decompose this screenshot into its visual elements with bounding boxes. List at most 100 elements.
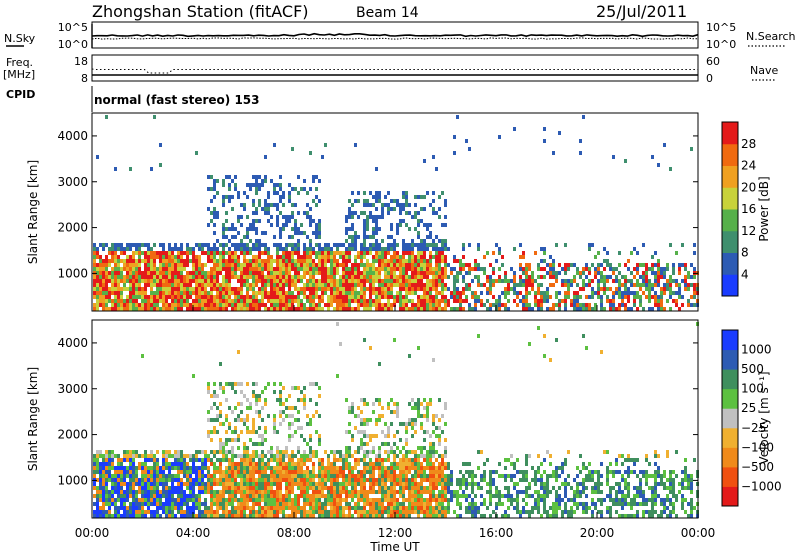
heatmap-cell xyxy=(315,474,318,478)
heatmap-cell xyxy=(138,478,141,482)
heatmap-cell xyxy=(378,506,381,510)
heatmap-cell xyxy=(216,482,219,486)
heatmap-cell xyxy=(150,494,153,498)
heatmap-cell xyxy=(177,287,180,291)
heatmap-cell xyxy=(309,243,312,247)
heatmap-cell xyxy=(534,303,537,307)
heatmap-cell xyxy=(303,498,306,502)
heatmap-cell xyxy=(99,482,102,486)
heatmap-cell xyxy=(456,115,459,119)
heatmap-cell xyxy=(282,251,285,255)
heatmap-cell xyxy=(432,358,435,362)
heatmap-cell xyxy=(96,303,99,307)
heatmap-cell xyxy=(237,259,240,263)
heatmap-cell xyxy=(255,454,258,458)
heatmap-cell xyxy=(396,478,399,482)
heatmap-cell xyxy=(384,490,387,494)
heatmap-cell xyxy=(327,454,330,458)
heatmap-cell xyxy=(102,295,105,299)
heatmap-cell xyxy=(225,466,228,470)
heatmap-cell xyxy=(228,287,231,291)
heatmap-cell xyxy=(123,275,126,279)
heatmap-cell xyxy=(552,303,555,307)
heatmap-cell xyxy=(642,283,645,287)
heatmap-cell xyxy=(216,430,219,434)
heatmap-cell xyxy=(339,283,342,287)
heatmap-cell xyxy=(96,267,99,271)
heatmap-cell xyxy=(312,295,315,299)
heatmap-cell xyxy=(327,271,330,275)
heatmap-cell xyxy=(360,283,363,287)
heatmap-cell xyxy=(267,482,270,486)
heatmap-cell xyxy=(114,502,117,506)
heatmap-cell xyxy=(342,271,345,275)
heatmap-cell xyxy=(96,494,99,498)
heatmap-cell xyxy=(573,303,576,307)
heatmap-cell xyxy=(624,159,627,163)
heatmap-cell xyxy=(339,275,342,279)
heatmap-cell xyxy=(249,259,252,263)
heatmap-cell xyxy=(408,514,411,518)
heatmap-cell xyxy=(294,263,297,267)
heatmap-cell xyxy=(255,263,258,267)
heatmap-cell xyxy=(165,263,168,267)
heatmap-cell xyxy=(189,470,192,474)
heatmap-cell xyxy=(213,474,216,478)
heatmap-cell xyxy=(525,283,528,287)
heatmap-cell xyxy=(666,267,669,271)
heatmap-cell xyxy=(165,255,168,259)
heatmap-cell xyxy=(303,482,306,486)
heatmap-cell xyxy=(648,287,651,291)
heatmap-cell xyxy=(222,287,225,291)
heatmap-cell xyxy=(366,203,369,207)
heatmap-cell xyxy=(252,275,255,279)
heatmap-cell xyxy=(363,338,366,342)
heatmap-cell xyxy=(336,478,339,482)
heatmap-cell xyxy=(420,486,423,490)
heatmap-cell xyxy=(153,474,156,478)
heatmap-cell xyxy=(207,271,210,275)
heatmap-cell xyxy=(288,422,291,426)
heatmap-cell xyxy=(351,454,354,458)
heatmap-cell xyxy=(162,287,165,291)
heatmap-cell xyxy=(525,271,528,275)
heatmap-cell xyxy=(264,295,267,299)
heatmap-cell xyxy=(243,502,246,506)
heatmap-cell xyxy=(126,498,129,502)
heatmap-cell xyxy=(255,490,258,494)
heatmap-cell xyxy=(525,279,528,283)
heatmap-cell xyxy=(405,430,408,434)
heatmap-cell xyxy=(429,470,432,474)
heatmap-cell xyxy=(213,454,216,458)
heatmap-cell xyxy=(471,474,474,478)
heatmap-cell xyxy=(486,307,489,311)
heatmap-cell xyxy=(189,303,192,307)
heatmap-cell xyxy=(324,514,327,518)
heatmap-cell xyxy=(117,263,120,267)
heatmap-cell xyxy=(216,450,219,454)
heatmap-cell xyxy=(240,279,243,283)
heatmap-cell xyxy=(180,510,183,514)
heatmap-cell xyxy=(174,275,177,279)
heatmap-cell xyxy=(195,514,198,518)
heatmap-cell xyxy=(324,243,327,247)
heatmap-cell xyxy=(210,267,213,271)
heatmap-cell xyxy=(138,287,141,291)
heatmap-cell xyxy=(213,498,216,502)
heatmap-cell xyxy=(102,502,105,506)
heatmap-cell xyxy=(207,307,210,311)
heatmap-cell xyxy=(186,255,189,259)
heatmap-cell xyxy=(252,390,255,394)
heatmap-cell xyxy=(417,406,420,410)
heatmap-cell xyxy=(375,199,378,203)
heatmap-cell xyxy=(471,307,474,311)
heatmap-cell xyxy=(183,462,186,466)
heatmap-cell xyxy=(285,243,288,247)
heatmap-cell xyxy=(309,279,312,283)
heatmap-cell xyxy=(156,494,159,498)
heatmap-cell xyxy=(387,267,390,271)
heatmap-cell xyxy=(105,243,108,247)
heatmap-cell xyxy=(270,450,273,454)
heatmap-cell xyxy=(402,510,405,514)
heatmap-cell xyxy=(327,283,330,287)
